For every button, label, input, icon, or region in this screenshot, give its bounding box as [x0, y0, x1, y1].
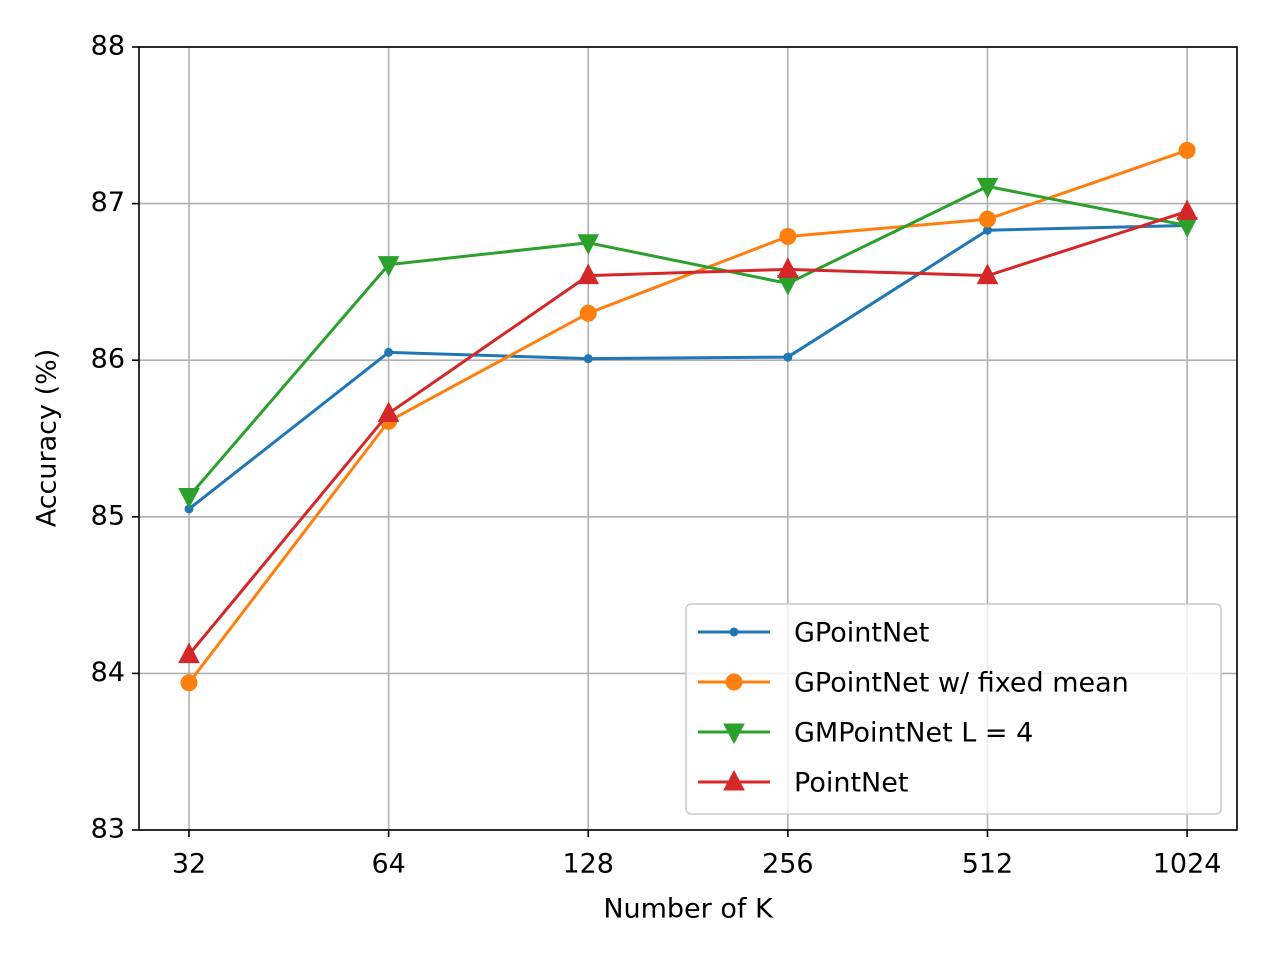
legend-label: GPointNet — [794, 618, 929, 649]
legend-box — [685, 603, 1222, 815]
legend-label: GMPointNet L = 4 — [794, 718, 1033, 749]
y-tick-label: 84 — [91, 657, 125, 688]
marker — [777, 274, 799, 296]
x-axis-label: Number of K — [603, 894, 774, 925]
marker — [723, 723, 745, 745]
y-tick-label: 88 — [91, 31, 125, 62]
x-tick-label: 256 — [762, 849, 814, 880]
marker — [729, 627, 739, 637]
marker — [577, 263, 600, 285]
y-tick-label: 86 — [91, 344, 125, 375]
legend-label: GPointNet w/ fixed mean — [794, 668, 1129, 699]
x-tick-label: 1024 — [1153, 849, 1222, 880]
y-tick-label: 85 — [91, 500, 125, 531]
marker — [583, 354, 593, 364]
marker — [777, 257, 799, 278]
marker — [976, 177, 999, 199]
marker — [377, 256, 400, 277]
series-line — [187, 210, 1188, 656]
marker — [779, 227, 797, 245]
marker — [976, 263, 999, 285]
x-tick-label: 128 — [562, 849, 614, 880]
y-tick-label: 83 — [91, 814, 125, 845]
marker — [384, 347, 394, 357]
x-tick-label: 64 — [371, 849, 405, 880]
legend-label: PointNet — [794, 768, 908, 799]
series-line — [188, 224, 1188, 511]
marker — [178, 642, 200, 664]
marker — [723, 769, 745, 791]
y-axis-label: Accuracy (%) — [32, 349, 63, 528]
x-tick-label: 512 — [962, 849, 1014, 880]
series-line — [187, 184, 1188, 498]
marker — [579, 304, 597, 322]
marker — [180, 674, 198, 692]
marker — [577, 234, 600, 255]
marker — [725, 673, 743, 691]
marker — [1178, 141, 1196, 159]
marker — [1176, 199, 1198, 220]
series-line — [187, 148, 1188, 684]
x-tick-label: 32 — [172, 849, 206, 880]
marker — [783, 352, 793, 362]
marker — [377, 401, 400, 422]
marker — [178, 487, 200, 509]
marker — [978, 210, 996, 228]
y-tick-label: 87 — [91, 187, 125, 218]
plot-frame — [138, 46, 1238, 831]
